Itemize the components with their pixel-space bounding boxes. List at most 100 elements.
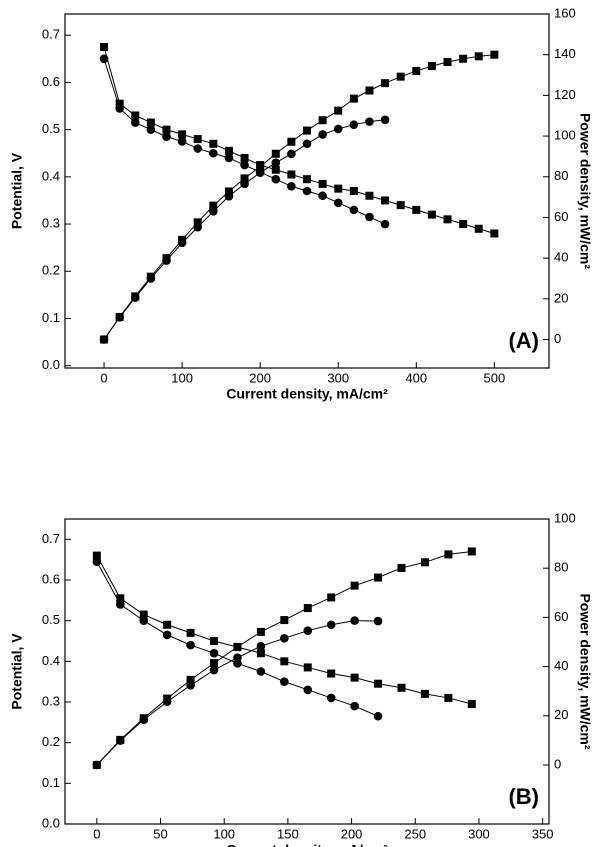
circle-marker (162, 697, 172, 707)
square-marker (327, 593, 336, 602)
square-marker (186, 675, 195, 684)
x-tick-label: 400 (405, 370, 427, 385)
square-marker (115, 99, 124, 108)
y2-tick-label: 20 (554, 707, 568, 722)
x-tick-label: 250 (404, 826, 426, 841)
annotation: (B) (508, 784, 539, 809)
circle-marker (209, 148, 218, 158)
square-marker (131, 111, 140, 120)
circle-marker (318, 191, 327, 201)
square-marker (334, 184, 343, 193)
circle-marker (92, 760, 102, 770)
square-marker (240, 153, 249, 162)
square-marker (256, 627, 265, 636)
panel: 0 100 200 300 400 5000.00.10.20.30.40.50.60.7… (9, 5, 594, 401)
square-marker (374, 679, 383, 688)
square-marker (349, 94, 358, 103)
circle-marker (162, 256, 171, 265)
circle-marker (255, 168, 265, 177)
circle-marker (373, 711, 383, 721)
circle-marker (146, 125, 156, 134)
y-tick-label: 0.1 (42, 310, 60, 325)
series-line (103, 46, 495, 234)
square-marker (349, 187, 358, 195)
circle-marker (280, 677, 289, 686)
circle-marker (365, 212, 374, 222)
square-marker (396, 72, 405, 81)
square-marker (381, 196, 390, 205)
circle-marker (350, 616, 359, 625)
square-marker (350, 673, 359, 682)
square-marker (467, 700, 476, 709)
x-tick-label: 350 (532, 826, 554, 841)
y2-tick-label: 60 (554, 609, 568, 624)
circle-marker (177, 137, 187, 146)
circle-marker (287, 181, 296, 191)
circle-marker (99, 54, 109, 64)
circle-marker (130, 293, 140, 302)
circle-marker (177, 238, 187, 248)
circle-marker (186, 640, 195, 650)
square-marker (459, 54, 468, 63)
square-marker (303, 663, 312, 672)
square-marker (116, 594, 125, 603)
y-tick-label: 0.3 (42, 693, 60, 708)
circle-marker (349, 120, 359, 129)
circle-marker (193, 144, 203, 153)
y-tick-label: 0.2 (42, 734, 60, 749)
circle-marker (326, 620, 336, 630)
square-marker (412, 66, 421, 75)
series-line (103, 58, 386, 225)
x-tick-label: 50 (153, 826, 167, 841)
square-marker (303, 604, 312, 613)
square-marker (327, 669, 336, 678)
circle-marker (186, 680, 195, 690)
y-tick-label: 0.6 (42, 74, 60, 89)
circle-marker (209, 665, 219, 675)
square-marker (162, 125, 171, 134)
circle-marker (209, 648, 219, 658)
square-marker (178, 130, 187, 139)
square-marker (474, 224, 483, 233)
y-tick-label: 0.7 (42, 27, 60, 42)
square-marker (420, 558, 429, 567)
circle-marker (139, 616, 149, 625)
square-marker (459, 220, 468, 229)
y2-tick-label: 100 (554, 128, 576, 143)
square-marker (334, 106, 343, 115)
x-tick-label: 200 (249, 370, 271, 385)
circle-marker (349, 205, 359, 215)
y-tick-label: 0.5 (42, 121, 60, 136)
circle-marker (280, 633, 289, 643)
square-marker (397, 563, 406, 572)
annotation: (A) (508, 328, 539, 353)
square-marker (209, 201, 218, 210)
circle-marker (326, 693, 336, 703)
square-marker (224, 146, 233, 155)
square-marker (210, 659, 219, 668)
x-axis-label: Current density, mA/cm² (226, 386, 388, 402)
circle-marker (380, 219, 390, 229)
square-marker (365, 86, 374, 95)
x-tick-label: 0 (93, 826, 100, 841)
circle-marker (287, 149, 296, 159)
circle-marker (240, 179, 249, 189)
series-line (96, 561, 379, 717)
series-line (96, 620, 379, 766)
y-tick-label: 0.4 (42, 653, 60, 668)
y2-tick-label: 60 (554, 209, 568, 224)
x-tick-label: 100 (213, 826, 235, 841)
circle-marker (302, 186, 312, 196)
square-marker (427, 210, 436, 219)
x-tick-label: 200 (341, 826, 363, 841)
x-axis-label: Current density, mA/cm² (226, 842, 388, 847)
square-marker (374, 573, 383, 582)
circle-marker (271, 158, 281, 168)
plot-frame (64, 13, 550, 369)
y2-tick-label: 40 (554, 250, 568, 265)
y-tick-label: 0.0 (42, 815, 60, 830)
square-marker (443, 215, 452, 224)
y2-tick-label: 160 (554, 5, 576, 20)
y2-tick-label: 80 (554, 560, 568, 575)
square-marker (193, 218, 202, 227)
